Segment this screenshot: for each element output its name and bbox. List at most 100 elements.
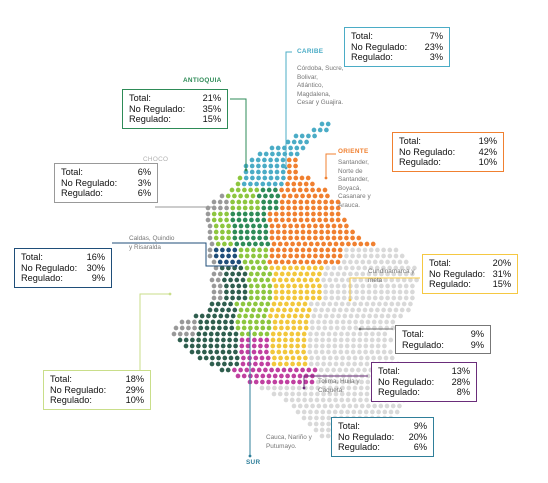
map-dot-gris_claro [357,337,363,343]
map-dot-verde_oscuro [202,337,208,343]
map-dot-antioquia [238,229,244,235]
map-dot-gris_claro [390,319,396,325]
map-dot-gris_claro [332,343,338,349]
map-dot-oriente [323,217,329,223]
map-dot-gris_claro [356,247,362,253]
map-dot-gris_claro [316,325,321,331]
map-dot-oriente [294,229,300,235]
map-dot-gris_claro [353,403,359,409]
map-dot-oriente [287,169,292,175]
map-dot-verde_claro [247,319,253,325]
map-dot-amarillo [276,343,282,349]
map-dot-gris_claro [371,355,376,361]
map-dot-gris_claro [359,319,365,325]
map-dot-gris_claro [382,337,387,343]
stat-row: No Regulado: 31% [429,268,511,279]
map-dot-oriente [286,211,291,217]
map-dot-amarillo [290,361,295,367]
map-dot-gris_claro [327,361,333,367]
map-dot-gris_claro [381,253,386,259]
map-dot-antioquia [273,205,279,211]
map-dot-oriente [321,241,326,247]
map-dot-gris_claro [365,355,370,361]
caldas-stats-box: Total: 16% No Regulado: 30% Regulado: 9% [14,248,112,288]
map-dot-gris_claro [310,325,315,331]
map-dot-amarillo [277,277,283,283]
map-dot-amarillo [303,319,309,325]
map-dot-amarillo [294,307,300,313]
map-dot-verde_claro [235,187,241,193]
map-dot-verde_oscuro [209,301,215,307]
map-dot-verde_claro [261,289,266,295]
map-dot-oriente [291,187,297,193]
map-dot-gris_claro [362,307,368,313]
map-dot-verde_oscuro [219,265,225,271]
map-dot-choco [179,319,185,325]
map-dot-morado [246,361,252,367]
map-dot-gris_claro [391,295,397,301]
map-dot-amarillo [277,331,282,337]
map-dot-oriente [275,253,281,259]
map-dot-oriente [280,217,285,223]
map-dot-gris_claro [354,289,359,295]
map-dot-antioquia [236,211,242,217]
map-dot-oriente [282,235,287,241]
map-dot-gris_claro [341,295,347,301]
map-dot-oriente [297,187,303,193]
map-dot-verde_oscuro [222,301,227,307]
map-dot-gris_claro [341,403,346,409]
map-dot-verde_oscuro [210,355,215,361]
map-dot-amarillo [272,319,278,325]
map-dot-gris_claro [325,433,331,439]
map-dot-gris_claro [331,367,336,373]
map-dot-gris_claro [323,271,328,277]
map-dot-verde_claro [237,175,243,181]
map-dot-gris_claro [403,289,409,295]
map-dot-oriente [298,217,304,223]
map-dot-gris_claro [296,397,301,403]
map-dot-gris_claro [326,409,332,415]
map-dot-gris_claro [397,271,403,277]
map-dot-verde_claro [244,265,250,271]
map-dot-choco [207,235,213,241]
map-dot-gris_claro [360,259,366,265]
map-dot-verde_claro [238,253,244,259]
map-dot-gris_claro [331,265,337,271]
map-dot-verde_claro [248,271,254,277]
map-dot-amarillo [285,325,290,331]
map-dot-oriente [304,211,310,217]
map-dot-amarillo [292,313,298,319]
map-dot-verde_claro [265,277,271,283]
tolima-description: Tolima, Huila y Caquetá. [318,378,360,394]
map-dot-amarillo [304,289,310,295]
map-dot-antioquia [249,217,254,223]
map-dot-gris_claro [368,307,374,313]
map-dot-verde_oscuro [196,337,201,343]
map-dot-amarillo [286,271,291,277]
map-dot-gris_claro [295,409,301,415]
map-dot-oriente [323,211,329,217]
map-dot-verde_oscuro [219,367,225,373]
map-dot-verde_oscuro [208,337,214,343]
map-dot-caribe [249,157,255,163]
map-dot-gris_claro [392,313,397,319]
antioquia-leader-end [244,168,248,172]
map-dot-verde_oscuro [214,349,220,355]
llanos-stats-box: Total: 9% Regulado: 9% [395,325,491,355]
map-dot-gris_claro [323,295,328,301]
map-dot-oriente [293,175,299,181]
map-dot-amarillo [308,277,314,283]
map-dot-antioquia [242,217,248,223]
map-dot-gris_claro [372,295,378,301]
map-dot-verde_oscuro [210,325,216,331]
map-dot-amarillo [288,307,293,313]
map-dot-verde_oscuro [233,349,238,355]
map-dot-verde_claro [228,241,233,247]
map-dot-gris_claro [326,421,331,427]
map-dot-verde_oscuro [230,283,235,289]
map-dot-gris_claro [379,295,384,301]
map-dot-choco [207,223,213,229]
map-dot-oriente [311,217,316,223]
map-dot-gris_claro [387,307,393,313]
map-dot-amarillo [295,343,300,349]
